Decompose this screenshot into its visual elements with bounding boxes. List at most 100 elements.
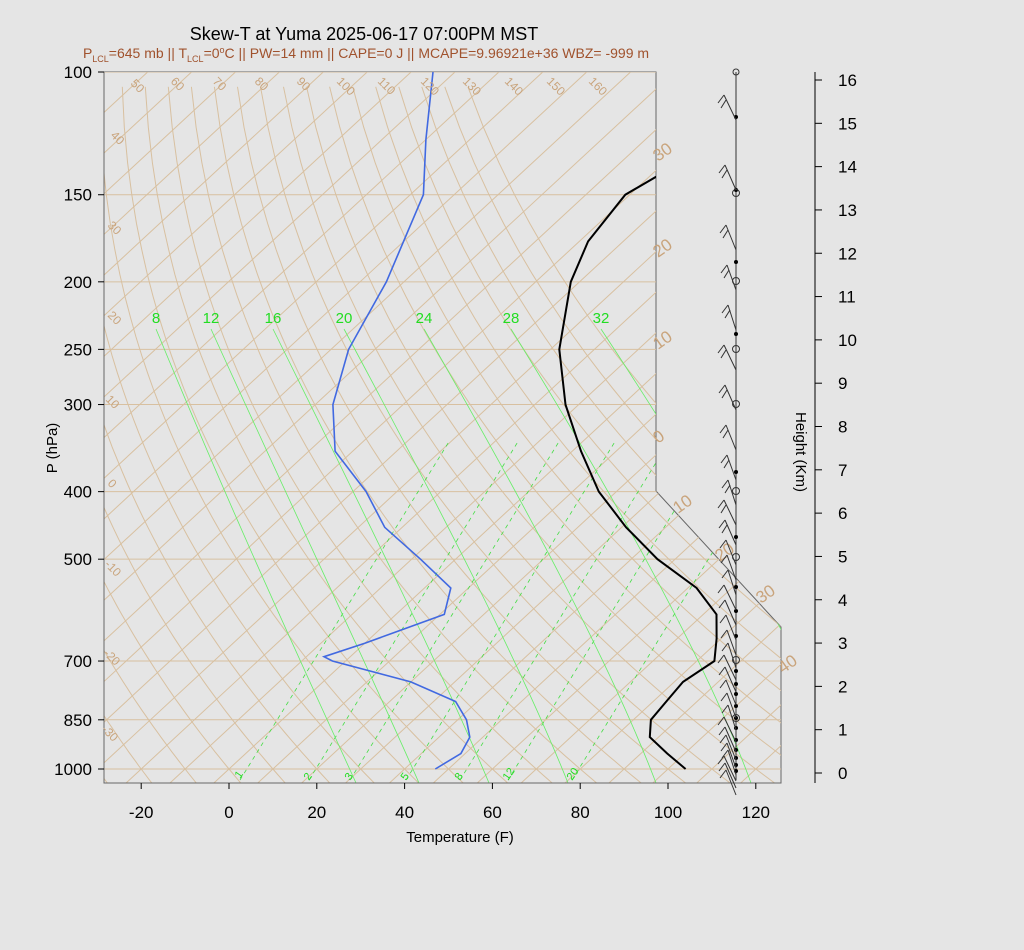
wind-barb <box>723 499 737 526</box>
isotherm-line <box>828 56 1024 783</box>
isotherm-line <box>212 72 781 783</box>
wind-barb-flag <box>718 384 726 394</box>
wind-ring <box>732 400 740 408</box>
wind-barb-flag <box>719 679 727 689</box>
wind-barb-flag <box>720 349 727 359</box>
dry-adiabat <box>104 86 376 783</box>
wind-dot <box>734 609 738 613</box>
isotherm-line <box>104 72 648 783</box>
wind-barb-flag <box>720 554 728 564</box>
dry-adiabat <box>104 86 420 783</box>
moist-adiabat <box>423 328 657 783</box>
height-tick-label: 4 <box>838 591 847 610</box>
wind-barb-flag <box>717 499 725 509</box>
isotherm-line <box>104 72 560 783</box>
mixing-ratio-label: 32 <box>593 310 610 327</box>
mixing-ratio-line <box>239 439 451 781</box>
wind-barb-flag <box>721 569 729 579</box>
wind-barb-flag <box>717 344 725 354</box>
wind-barb <box>725 224 737 251</box>
y-tick-label: 150 <box>64 186 92 205</box>
wind-dot <box>734 669 738 673</box>
x-tick-label: 120 <box>742 803 770 822</box>
dry-adiabat <box>121 86 465 783</box>
dry-adiabat <box>375 86 781 783</box>
wind-barb <box>724 726 737 753</box>
wind-barb <box>727 704 737 731</box>
height-tick-label: 13 <box>838 201 857 220</box>
height-tick-label: 2 <box>838 677 847 696</box>
dewpoint-profile <box>321 72 471 770</box>
y-tick-label: 250 <box>64 340 92 359</box>
mixing-ratio-label: 1 <box>233 769 246 781</box>
mixing-ratio-bottom-labels: 1 2 3 5 8 12 20 <box>233 766 582 783</box>
wind-dot <box>734 260 738 264</box>
isotherm-lines <box>104 56 1024 783</box>
wind-dot <box>734 704 738 708</box>
isotherm-line <box>256 72 781 783</box>
y-tick-label: 200 <box>64 273 92 292</box>
isotherm-line <box>563 72 781 783</box>
wind-barb-flag <box>718 164 726 174</box>
isotherm-line <box>104 72 253 783</box>
wind-barb-flag <box>718 599 726 609</box>
x-tick-label: 40 <box>395 803 414 822</box>
dry-adiabat <box>190 86 598 783</box>
wind-barb <box>726 264 737 291</box>
wind-barb-flag <box>718 762 726 772</box>
wind-barb-flag <box>721 704 729 714</box>
wind-barb <box>723 755 737 782</box>
mixing-ratio-label: 28 <box>503 310 520 327</box>
wind-barb-flag <box>719 424 727 434</box>
moist-adiabat <box>210 328 420 783</box>
wind-barb-flag <box>720 629 728 639</box>
wind-barb-flag <box>723 269 730 279</box>
dry-adiabat <box>104 86 331 783</box>
wind-barb-flag <box>722 429 729 439</box>
dry-adiabat <box>213 86 643 783</box>
wind-barb-flag <box>721 304 729 314</box>
height-tick-label: 1 <box>838 721 847 740</box>
isotherm-line <box>104 72 121 783</box>
dry-adiabat <box>104 86 242 783</box>
tlcl-unit: C <box>225 45 235 61</box>
wind-barb <box>724 519 737 546</box>
wind-barb-flag <box>717 94 725 104</box>
height-tick-label: 14 <box>838 158 857 177</box>
mixing-ratio-line <box>349 439 561 781</box>
wind-barb-flag <box>721 524 728 534</box>
height-tick-label: 5 <box>838 547 847 566</box>
wind-barb-flag <box>718 666 726 676</box>
isotherm-line <box>104 72 692 783</box>
wind-barb-flag <box>718 519 726 529</box>
wind-dot <box>734 535 738 539</box>
wind-barb-flag <box>719 769 727 779</box>
dry-adiabat <box>104 86 287 783</box>
wind-barb <box>723 654 737 681</box>
wind-dot <box>734 332 738 336</box>
wind-dot <box>734 682 738 686</box>
x-tick-label: 0 <box>224 803 233 822</box>
wind-barb-flag <box>720 454 728 464</box>
wind-dot <box>734 692 738 696</box>
wind-ring <box>732 656 740 664</box>
wind-barb-flag <box>720 692 728 702</box>
wind-barb-flag <box>721 642 729 652</box>
tlcl-label: T <box>178 45 187 61</box>
wind-barb <box>723 94 737 121</box>
dry-adiabat <box>306 86 781 783</box>
x-tick-label: 20 <box>307 803 326 822</box>
isotherm-line <box>432 72 781 783</box>
wind-barb <box>727 569 737 596</box>
wind-barb <box>725 424 737 451</box>
wind-barb <box>723 344 737 371</box>
dry-adiabat <box>144 86 509 783</box>
isotherm-line <box>104 72 341 783</box>
wind-barb-flag <box>721 479 729 489</box>
mixing-ratio-label: 3 <box>343 771 356 783</box>
y-tick-label: 1000 <box>54 760 92 779</box>
dry-adiabat <box>352 86 781 783</box>
moist-adiabat <box>510 328 752 783</box>
height-tick-label: 8 <box>838 418 847 437</box>
